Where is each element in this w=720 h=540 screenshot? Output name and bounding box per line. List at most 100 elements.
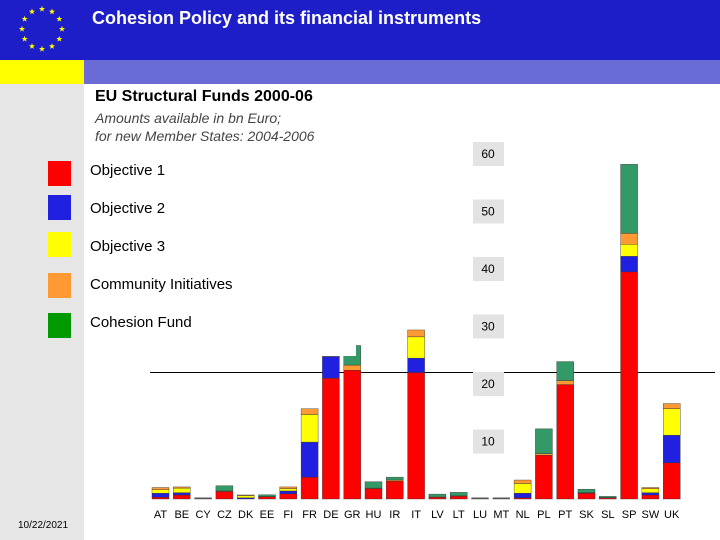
eu-star-icon	[21, 15, 28, 22]
eu-star-icon	[38, 45, 46, 52]
eu-star-icon	[18, 25, 26, 32]
legend-swatch-objective-3	[48, 232, 71, 257]
x-tick-label: SP	[622, 509, 637, 521]
bar-mt-baseline	[492, 497, 510, 499]
left-strip	[0, 84, 84, 540]
bar-ee-series-5	[258, 494, 276, 497]
legend-swatch-objective-1	[48, 161, 71, 186]
legend-swatch-objective-2	[48, 195, 71, 220]
bar-dk-series-3	[236, 495, 255, 499]
eu-star-icon	[21, 35, 28, 42]
y-tick-box	[473, 199, 504, 224]
x-tick-label: AT	[154, 509, 168, 521]
bar-nl-series-3	[513, 483, 532, 494]
bar-ir-series-1	[386, 480, 404, 500]
bar-hu-series-5	[364, 481, 383, 489]
bar-fi-series-3	[279, 488, 297, 492]
bar-sk-series-1	[577, 493, 596, 500]
bar-fr-series-3	[300, 414, 319, 443]
bar-ee-series-1	[258, 496, 276, 500]
bar-fi-series-1	[279, 493, 297, 500]
x-tick-label: NL	[516, 509, 530, 521]
bar-ir-series-5	[386, 476, 404, 481]
bar-sw-series-3	[641, 488, 660, 493]
bar-it-series-4	[407, 329, 425, 338]
bar-it-series-2	[407, 357, 425, 373]
bar-uk-series-3	[663, 408, 681, 436]
bar-at-series-3	[151, 489, 170, 494]
bar-be-series-4	[173, 486, 191, 489]
eu-star-icon	[28, 8, 36, 15]
y-tick-label: 20	[481, 377, 495, 391]
bar-at-series-2	[151, 493, 170, 498]
bar-sk-series-5	[577, 489, 596, 493]
x-tick-label: FI	[283, 509, 293, 521]
y-tick-box	[473, 314, 504, 339]
bar-lt-series-1	[450, 495, 468, 500]
x-tick-label: SL	[601, 509, 614, 521]
legend-label-cohesion-fund: Cohesion Fund	[90, 314, 192, 331]
bar-sl-series-5	[599, 496, 617, 498]
x-tick-label: SK	[579, 509, 594, 521]
bar-pl-series-5	[535, 428, 553, 454]
footer-date: 10/22/2021	[18, 520, 69, 531]
y-tick-label: 30	[481, 320, 495, 334]
eu-star-icon	[56, 15, 63, 22]
legend-label-community-initiatives: Community Initiatives	[90, 276, 233, 293]
x-tick-label: FR	[302, 509, 317, 521]
y-tick-label: 40	[481, 262, 495, 276]
chart-title: EU Structural Funds 2000-06	[95, 88, 313, 105]
flag-yellow-band	[0, 60, 84, 84]
x-tick-label: IT	[411, 509, 421, 521]
legend-swatch-community-initiatives	[48, 273, 71, 298]
x-tick-label: LV	[431, 509, 444, 521]
x-tick-label: PT	[558, 509, 572, 521]
bar-at-series-1	[151, 497, 170, 500]
x-tick-label: SW	[642, 509, 660, 521]
x-tick-label: DK	[238, 509, 254, 521]
bar-be-series-3	[173, 487, 191, 493]
header-accent-band	[84, 60, 720, 84]
bar-sp-series-1	[620, 271, 638, 500]
bar-pl-series-1	[535, 455, 553, 500]
bar-sp-series-2	[620, 256, 638, 273]
bar-sp-series-4	[620, 233, 638, 245]
bar-de-series-2	[322, 356, 340, 379]
chart-note-line-1: Amounts available in bn Euro;	[95, 110, 281, 126]
bar-nl-series-4	[513, 479, 532, 484]
bar-lt-series-5	[450, 492, 468, 497]
x-tick-label: LU	[473, 509, 487, 521]
bar-cy-baseline	[194, 497, 212, 499]
x-tick-label: BE	[174, 509, 189, 521]
eu-star-icon	[48, 43, 56, 49]
eu-flag-logo	[0, 0, 84, 60]
bar-sw-series-2	[641, 492, 660, 496]
x-tick-label: IR	[389, 509, 400, 521]
bar-fr-series-4	[300, 408, 319, 415]
x-tick-label: PL	[537, 509, 550, 521]
chart-note-line-2: for new Member States: 2004-2006	[95, 128, 315, 144]
bar-sw-series-4	[641, 487, 660, 489]
y-tick-box	[473, 429, 504, 454]
legend-swatch-cohesion-fund	[48, 313, 71, 338]
eu-stars-icon	[18, 5, 66, 52]
bar-nl-series-2	[513, 493, 532, 499]
bar-dk-series-4	[236, 494, 255, 496]
x-tick-label: DE	[323, 509, 338, 521]
eu-star-icon	[58, 25, 66, 32]
legend-label-objective-2: Objective 2	[90, 200, 166, 217]
legend-panel	[84, 84, 356, 356]
y-tick-box	[473, 257, 504, 281]
eu-star-icon	[56, 35, 63, 42]
bar-lv-series-1	[428, 497, 447, 500]
bar-sp-series-3	[620, 244, 638, 257]
x-tick-label: LT	[453, 509, 465, 521]
bar-be-series-2	[173, 492, 191, 496]
bar-at-series-4	[151, 487, 170, 490]
y-tick-label: 10	[481, 435, 495, 449]
bar-uk-series-2	[663, 434, 681, 463]
bar-fi-series-2	[279, 490, 297, 495]
bar-hu-series-1	[364, 488, 383, 500]
bar-sp-series-5	[620, 164, 638, 234]
eu-star-icon	[38, 5, 46, 12]
